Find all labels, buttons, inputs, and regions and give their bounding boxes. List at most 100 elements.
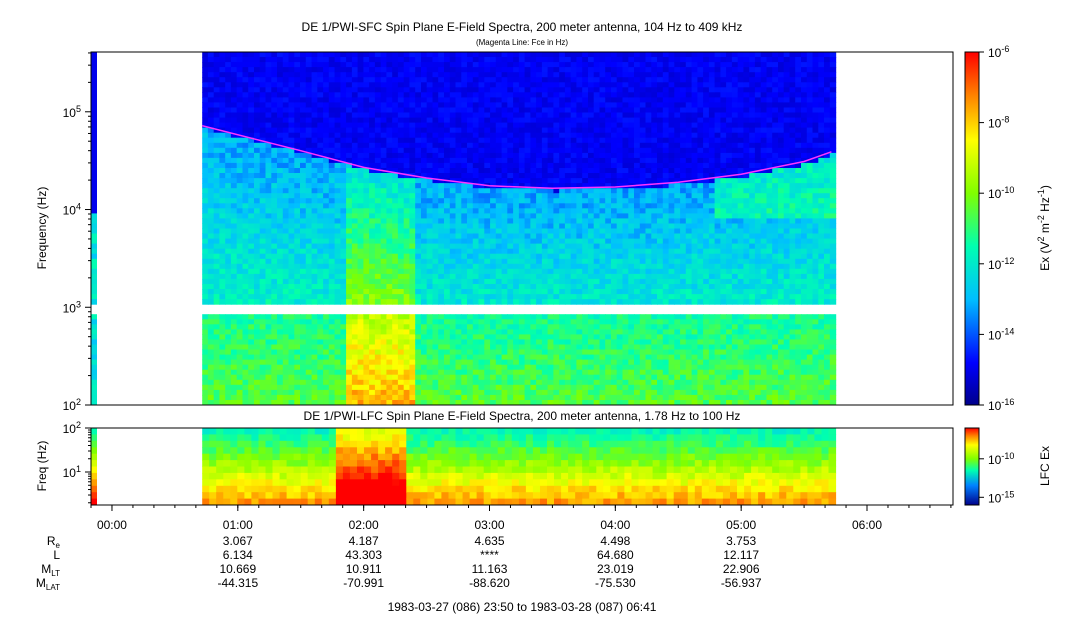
sfc-cell [225,168,232,174]
sfc-cell [277,183,284,189]
sfc-cell [432,92,439,98]
sfc-cell [236,359,244,366]
sfc-cell [288,253,295,260]
sfc-cell [484,273,491,280]
sfc-cell [397,334,405,340]
sfc-cell [421,314,428,320]
sfc-cell [294,278,301,285]
sfc-cell [294,243,301,250]
sfc-cell [426,107,434,114]
sfc-cell [415,62,422,68]
sfc-cell [271,82,278,88]
sfc-cell [484,289,491,295]
sfc-cell [490,188,497,194]
sfc-cell [426,268,434,275]
sfc-cell [518,193,526,199]
sfc-cell [582,258,589,265]
sfc-cell [530,62,537,68]
sfc-cell [213,334,221,340]
sfc-cell [421,243,428,250]
sfc-cell [328,152,336,159]
sfc-cell [588,354,595,361]
sfc-cell [403,198,411,204]
sfc-cell [524,218,531,224]
sfc-cell [202,349,209,356]
sfc-cell [323,107,330,114]
sfc-cell [536,52,543,58]
sfc-cell [530,82,537,88]
sfc-cell [207,152,215,159]
sfc-cell [403,284,411,290]
sfc-cell [294,102,301,108]
sfc-cell [541,339,549,345]
sfc-cell [288,107,295,114]
sfc-cell [461,258,468,265]
sfc-cell [248,142,255,149]
sfc-cell [277,193,284,199]
sfc-cell [478,233,485,240]
sfc-cell [455,284,462,290]
sfc-cell [484,248,491,255]
sfc-cell [202,379,209,386]
sfc-cell [259,62,267,68]
sfc-cell [616,289,624,295]
sfc-cell [225,213,232,219]
sfc-cell [467,400,474,405]
sfc-cell [305,203,313,209]
sfc-cell [455,147,462,154]
sfc-cell [438,178,445,184]
sfc-cell [478,178,485,184]
sfc-cell [582,314,589,320]
sfc-cell [409,268,416,275]
sfc-cell [438,87,445,93]
sfc-cell [346,334,353,340]
sfc-cell [213,173,221,179]
sfc-cell [432,57,439,63]
sfc-cell [409,233,416,240]
sfc-cell [541,122,549,129]
sfc-cell [259,57,267,63]
sfc-cell [328,127,336,134]
sfc-cell [444,52,451,58]
sfc-cell [513,168,520,174]
sfc-cell [478,238,485,245]
sfc-cell [242,152,249,159]
sfc-cell [230,334,238,340]
sfc-cell [553,400,560,405]
sfc-cell [242,294,249,300]
sfc-cell [438,289,445,295]
sfc-cell [455,157,462,164]
sfc-cell [277,374,284,381]
sfc-cell [248,188,255,194]
sfc-cell [277,137,284,144]
sfc-cell [421,394,428,401]
sfc-cell [553,157,560,164]
sfc-cell [576,132,583,139]
sfc-cell [409,248,416,255]
sfc-cell [346,243,353,250]
sfc-cell [202,67,209,73]
sfc-cell [495,117,503,124]
sfc-cell [467,122,474,129]
sfc-cell [524,117,531,124]
sfc-cell [467,173,474,179]
sfc-cell [230,72,238,78]
sfc-cell [277,294,284,300]
sfc-cell [265,294,272,300]
sfc-cell [323,142,330,149]
sfc-cell [449,117,457,124]
sfc-cell [305,284,313,290]
sfc-cell [305,299,313,305]
sfc-cell [421,218,428,224]
sfc-cell [616,223,624,230]
sfc-cell [236,62,244,68]
sfc-cell [415,117,422,124]
sfc-cell [553,173,560,179]
sfc-cell [374,62,382,68]
sfc-cell [230,268,238,275]
sfc-cell [472,319,480,325]
sfc-cell [236,152,244,159]
sfc-cell [461,157,468,164]
sfc-cell [311,67,318,73]
sfc-cell [369,102,376,108]
